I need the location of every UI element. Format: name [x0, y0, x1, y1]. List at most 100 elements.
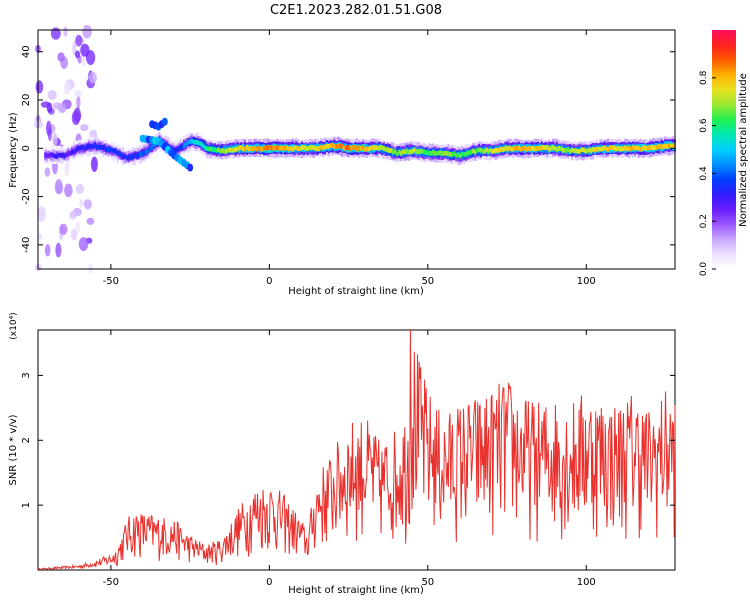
spectral-ridge-cell [588, 147, 591, 153]
spectral-ridge-cell [285, 145, 288, 151]
spectral-ridge-cell [451, 152, 454, 158]
spectral-ridge-cell [72, 149, 76, 155]
spectral-ridge-cell [76, 146, 79, 152]
spectral-blob [57, 52, 65, 62]
spectral-ridge-cell [392, 149, 395, 155]
spectral-ridge-cell [65, 152, 68, 158]
spectral-ridge-cell [247, 146, 250, 152]
spectral-ridge-cell [202, 143, 205, 149]
spectral-ridge-cell [272, 145, 275, 151]
spectral-ridge-cell [504, 145, 507, 151]
spectral-ridge-cell [647, 145, 650, 151]
spectral-ridge-cell [569, 148, 572, 154]
spectral-ridge-cell [373, 145, 376, 151]
spectral-ridge-cell [188, 139, 192, 144]
spectral-ridge-cell [223, 148, 226, 154]
spectral-ridge-cell [369, 145, 372, 151]
spectral-ridge-cell [299, 146, 302, 151]
spectral-ridge-cell [128, 154, 131, 160]
colorbar-tick-label: 0.0 [699, 262, 709, 277]
spectral-ridge-cell [53, 153, 56, 159]
spectral-ridge-cell [432, 149, 435, 155]
spectral-ridge-cell [59, 152, 62, 158]
spectral-ridge-cell [93, 142, 96, 148]
spectral-ridge-cell [565, 148, 568, 153]
spectral-ridge-cell [131, 154, 134, 160]
spectral-ridge-cell [266, 145, 269, 151]
spectral-ridge-cell [652, 145, 655, 150]
spectral-ridge-cell [46, 153, 49, 159]
spectral-ridge-cell [297, 146, 300, 151]
spectral-ridge-cell [116, 150, 119, 156]
spectral-ridge-cell [263, 145, 266, 151]
spectral-ridge-cell [664, 143, 667, 149]
colorbar: 0.0 0.2 0.4 0.6 0.8 Normalized spectral ampl… [699, 30, 749, 276]
spectral-ridge-cell [215, 148, 218, 153]
spectral-ridge-cell [386, 147, 389, 153]
spectrogram-frame [37, 29, 676, 270]
spectral-ridge-cell [464, 152, 467, 157]
snr-y-tick-label: 2 [21, 437, 32, 443]
spectral-ridge-cell [293, 145, 296, 151]
spectral-blob [64, 183, 73, 198]
spectral-ridge-cell [567, 147, 570, 152]
spectral-ridge-cell [44, 152, 47, 158]
spectral-ridge-cell [527, 146, 530, 151]
spectral-ridge-cell [546, 145, 549, 150]
spectral-ridge-cell [457, 152, 460, 157]
spectral-ridge-cell [264, 145, 268, 151]
spectral-ridge-cell [295, 145, 298, 151]
spectral-ridge-cell [67, 151, 70, 156]
spectrogram-y-tick-label: 20 [21, 94, 32, 107]
spectral-blob [46, 120, 52, 136]
colorbar-tick-label: 0.6 [699, 118, 709, 133]
spectral-ridge-cell [413, 147, 416, 153]
colorbar-tick-label: 0.4 [699, 166, 709, 181]
figure-title: C2E1.2023.282.01.51.G08 [270, 3, 442, 18]
spectral-ridge-cell [479, 147, 482, 153]
spectral-ridge-cell [609, 145, 612, 150]
spectral-ridge-cell [668, 143, 671, 149]
spectral-ridge-cell [198, 141, 201, 146]
spectral-ridge-cell [236, 146, 239, 152]
spectral-ridge-cell [384, 147, 387, 152]
spectral-ridge-cell [148, 146, 152, 151]
spectral-ridge-cell [557, 146, 560, 151]
spectral-blob [63, 81, 70, 95]
spectral-ridge-cell [363, 146, 366, 152]
spectral-ridge-cell [206, 146, 209, 151]
spectral-blob [63, 26, 68, 37]
spectral-ridge-cell [574, 148, 578, 154]
spectral-ridge-cell [183, 142, 186, 148]
spectral-ridge-cell [253, 145, 256, 151]
spectral-ridge-cell [458, 153, 462, 159]
spectral-ridge-cell [645, 146, 648, 151]
spectral-blob [46, 102, 53, 113]
spectral-ridge-cell [491, 149, 494, 154]
spectral-ridge-cell [455, 153, 458, 158]
spectral-ridge-cell [633, 145, 636, 151]
spectral-ridge-cell [628, 145, 631, 151]
spectral-blob [80, 43, 90, 57]
spectral-ridge-cell [607, 146, 610, 152]
spectral-ridge-cell [282, 145, 285, 151]
spectral-ridge-cell [152, 142, 155, 147]
spectral-ridge-cell [519, 146, 522, 152]
spectrogram-panel: -50 0 50 100 -40 -20 0 20 40 Height of straight… [8, 24, 676, 297]
spectrogram-x-ticks: -50 0 50 100 [103, 30, 596, 287]
spectral-blob [47, 90, 57, 101]
spectral-ridge-cell [495, 147, 498, 153]
spectral-ridge-cell [582, 147, 585, 153]
spectral-ridge-cell [399, 150, 403, 156]
spectral-ridge-cell [599, 146, 602, 152]
spectral-ridge-cell [671, 143, 674, 149]
spectral-ridge-cell [485, 147, 488, 153]
spectral-ridge-cell [481, 148, 484, 154]
spectral-ridge-cell [534, 146, 538, 151]
snr-x-ticks: -50 0 50 100 [103, 330, 596, 588]
spectral-ridge-cell [245, 144, 249, 150]
spectral-ridge-cell [314, 146, 317, 151]
spectral-blob [69, 211, 77, 220]
spectral-ridge-cell [69, 150, 72, 156]
spectrogram-x-label: Height of straight line (km) [288, 286, 424, 297]
